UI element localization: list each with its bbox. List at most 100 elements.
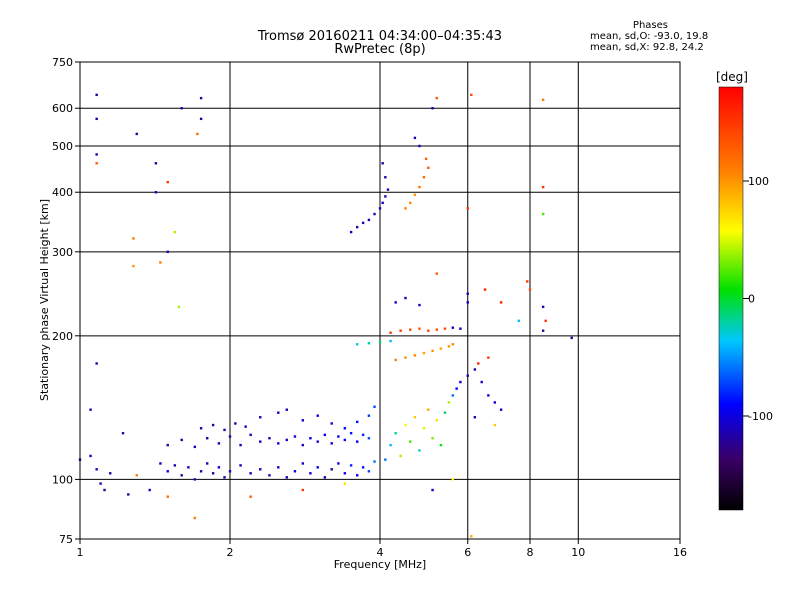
data-point — [517, 319, 521, 323]
data-point — [399, 329, 402, 332]
data-point — [223, 428, 226, 432]
data-point — [173, 230, 177, 234]
data-point — [389, 443, 392, 447]
colorbar-tick-label: 0 — [748, 293, 755, 306]
colorbar-tick-label: -100 — [748, 410, 773, 423]
data-point — [451, 478, 455, 481]
data-point — [166, 250, 169, 254]
data-point — [384, 176, 387, 179]
data-point — [447, 345, 451, 348]
data-point — [323, 476, 327, 479]
data-point — [459, 327, 462, 330]
y-axis-label: Stationary phase Virtual Height [km] — [38, 199, 51, 401]
data-point — [541, 98, 545, 101]
data-point — [259, 416, 262, 419]
data-point — [109, 472, 112, 475]
data-point — [349, 431, 353, 435]
x-tick-label: 1 — [77, 546, 84, 559]
data-point — [135, 132, 138, 136]
x-tick-label: 2 — [227, 546, 234, 559]
data-point — [541, 329, 545, 332]
x-axis-ticks: 1 2 4 6 8 10 16 — [77, 539, 687, 559]
x-tick-label: 8 — [527, 546, 534, 559]
data-point — [285, 438, 288, 442]
data-point — [418, 449, 421, 452]
data-point — [443, 411, 447, 414]
data-point — [199, 117, 203, 121]
data-point — [477, 362, 480, 365]
data-point — [343, 472, 347, 475]
x-tick-label: 10 — [571, 546, 585, 559]
data-point — [95, 153, 98, 156]
data-point — [309, 437, 312, 440]
data-point — [361, 466, 365, 469]
data-point — [249, 472, 252, 475]
data-point — [180, 438, 183, 442]
data-point — [316, 466, 319, 469]
colorbar-unit-label: [deg] — [716, 70, 748, 84]
data-point — [217, 466, 221, 469]
data-points — [78, 93, 573, 538]
data-point — [199, 470, 203, 473]
data-point — [277, 411, 280, 414]
y-tick-label: 600 — [52, 102, 73, 115]
data-point — [526, 280, 529, 283]
y-tick-label: 100 — [52, 473, 73, 486]
data-point — [180, 107, 183, 110]
data-point — [399, 454, 402, 458]
phase-stats-x: mean, sd,X: 92.8, 24.2 — [590, 42, 704, 53]
data-point — [228, 435, 232, 438]
data-point — [466, 301, 469, 304]
data-point — [367, 414, 371, 417]
y-tick-label: 300 — [52, 246, 73, 259]
data-point — [409, 440, 412, 443]
x-tick-label: 16 — [673, 546, 687, 559]
data-point — [301, 462, 305, 465]
data-point — [493, 401, 497, 404]
data-point — [154, 162, 158, 165]
data-point — [293, 470, 297, 473]
data-point — [148, 488, 151, 492]
data-point — [493, 423, 497, 427]
data-point — [544, 319, 547, 323]
data-point — [259, 440, 262, 443]
data-point — [349, 230, 353, 234]
data-point — [337, 435, 340, 438]
data-point — [361, 433, 365, 437]
data-point — [422, 176, 426, 179]
data-point — [404, 296, 407, 300]
data-point — [95, 362, 98, 365]
data-point — [435, 419, 438, 422]
data-point — [135, 474, 138, 477]
data-point — [293, 435, 297, 438]
data-point — [413, 193, 417, 197]
data-point — [373, 460, 376, 463]
data-point — [361, 221, 365, 225]
data-point — [431, 107, 434, 110]
data-point — [187, 466, 190, 469]
data-point — [473, 368, 477, 371]
data-point — [424, 157, 428, 161]
data-point — [384, 458, 387, 461]
data-point — [466, 374, 469, 377]
x-tick-label: 6 — [464, 546, 471, 559]
data-point — [166, 470, 169, 473]
data-point — [159, 261, 162, 264]
data-point — [451, 394, 455, 397]
data-point — [451, 343, 455, 346]
data-point — [355, 474, 359, 477]
data-point — [355, 343, 359, 346]
data-point — [413, 136, 417, 140]
data-point — [316, 440, 319, 443]
data-point — [223, 476, 226, 479]
data-point — [95, 468, 98, 471]
data-point — [89, 454, 92, 458]
data-point — [487, 394, 490, 397]
data-point — [470, 93, 473, 97]
y-tick-label: 750 — [52, 56, 73, 69]
data-point — [499, 408, 503, 411]
data-point — [373, 212, 376, 216]
data-point — [378, 207, 382, 210]
data-point — [355, 440, 359, 443]
